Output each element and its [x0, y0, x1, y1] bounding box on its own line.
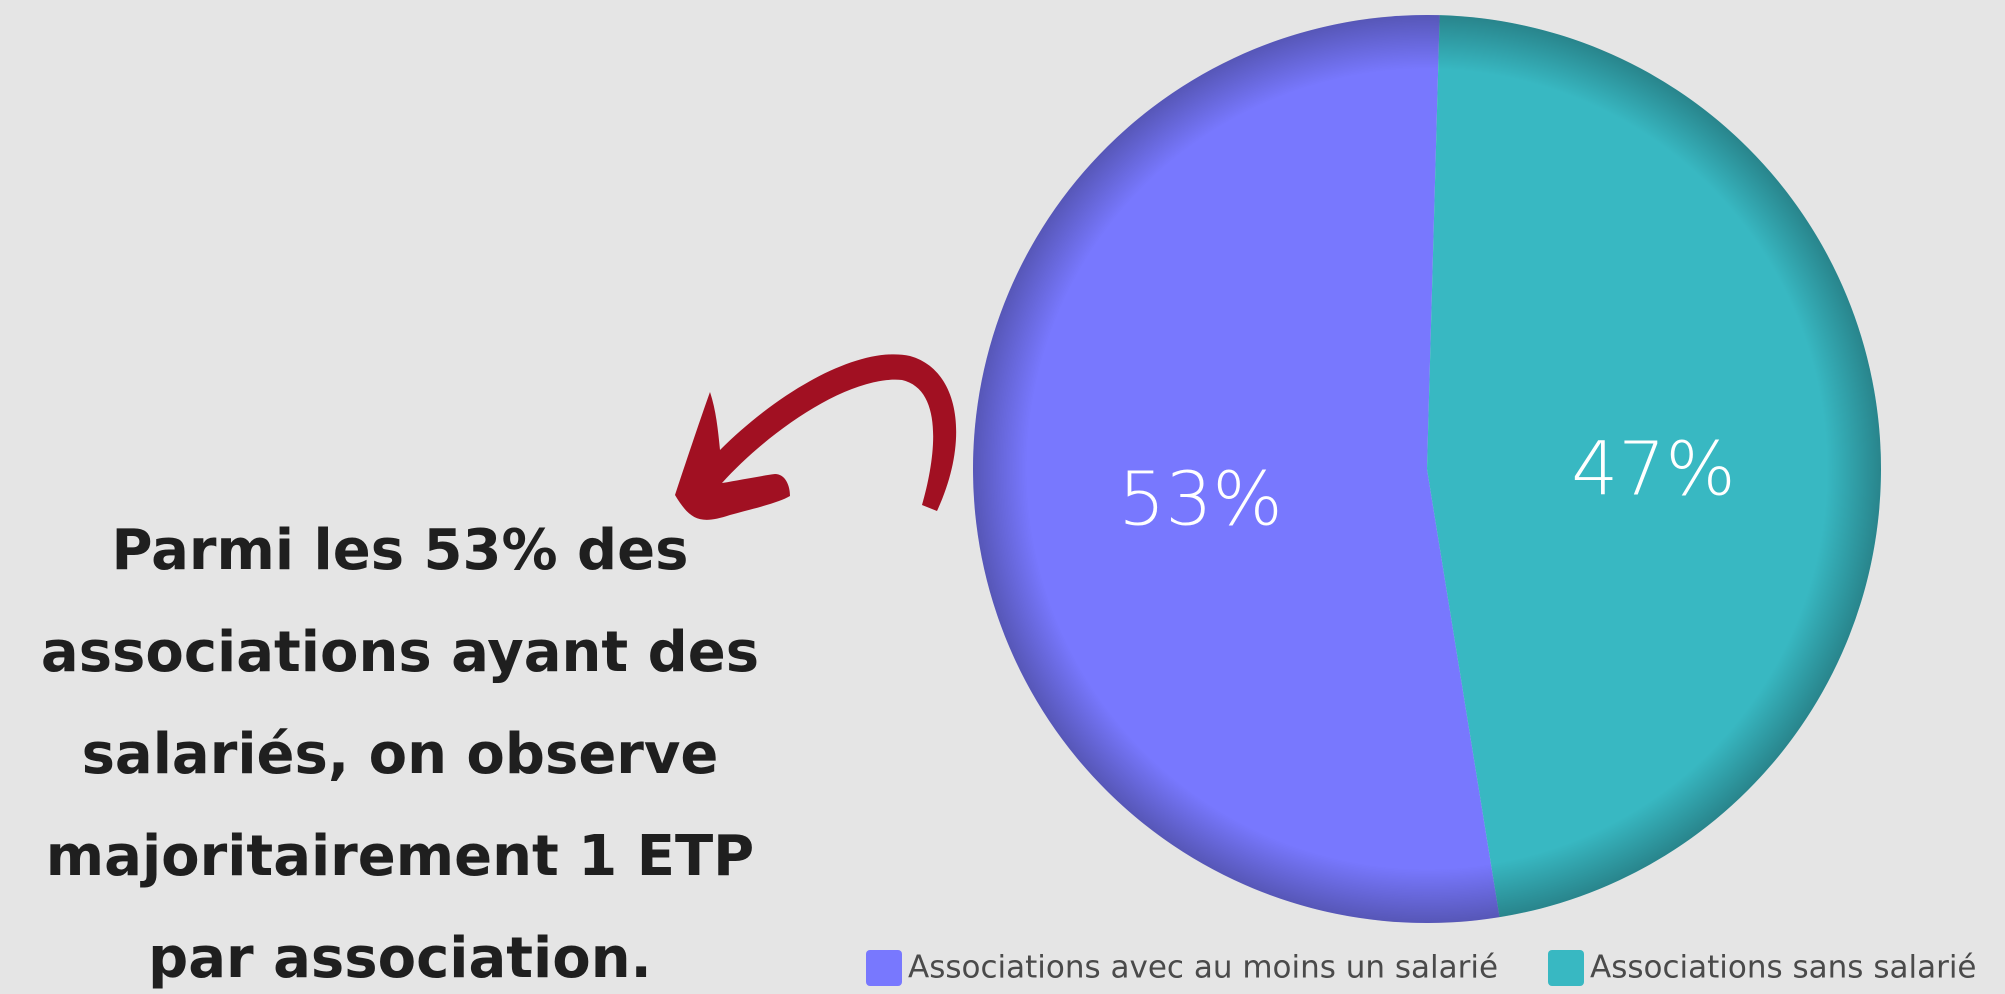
arrow [675, 354, 957, 520]
data-label: 47% [1571, 426, 1735, 512]
pie-shade [973, 15, 1881, 923]
annotation-line: salariés, on observe [82, 722, 719, 787]
annotation-line: Parmi les 53% des [112, 518, 689, 583]
legend-label: Associations avec au moins un salarié [908, 950, 1498, 986]
annotation-line: majoritairement 1 ETP [46, 824, 754, 889]
annotation-line: par association. [148, 926, 652, 991]
annotation-line: associations ayant des [41, 620, 759, 685]
data-label: 53% [1118, 457, 1282, 543]
legend-swatch [866, 950, 902, 986]
legend-swatch [1548, 950, 1584, 986]
legend-label: Associations sans salarié [1590, 950, 1977, 986]
